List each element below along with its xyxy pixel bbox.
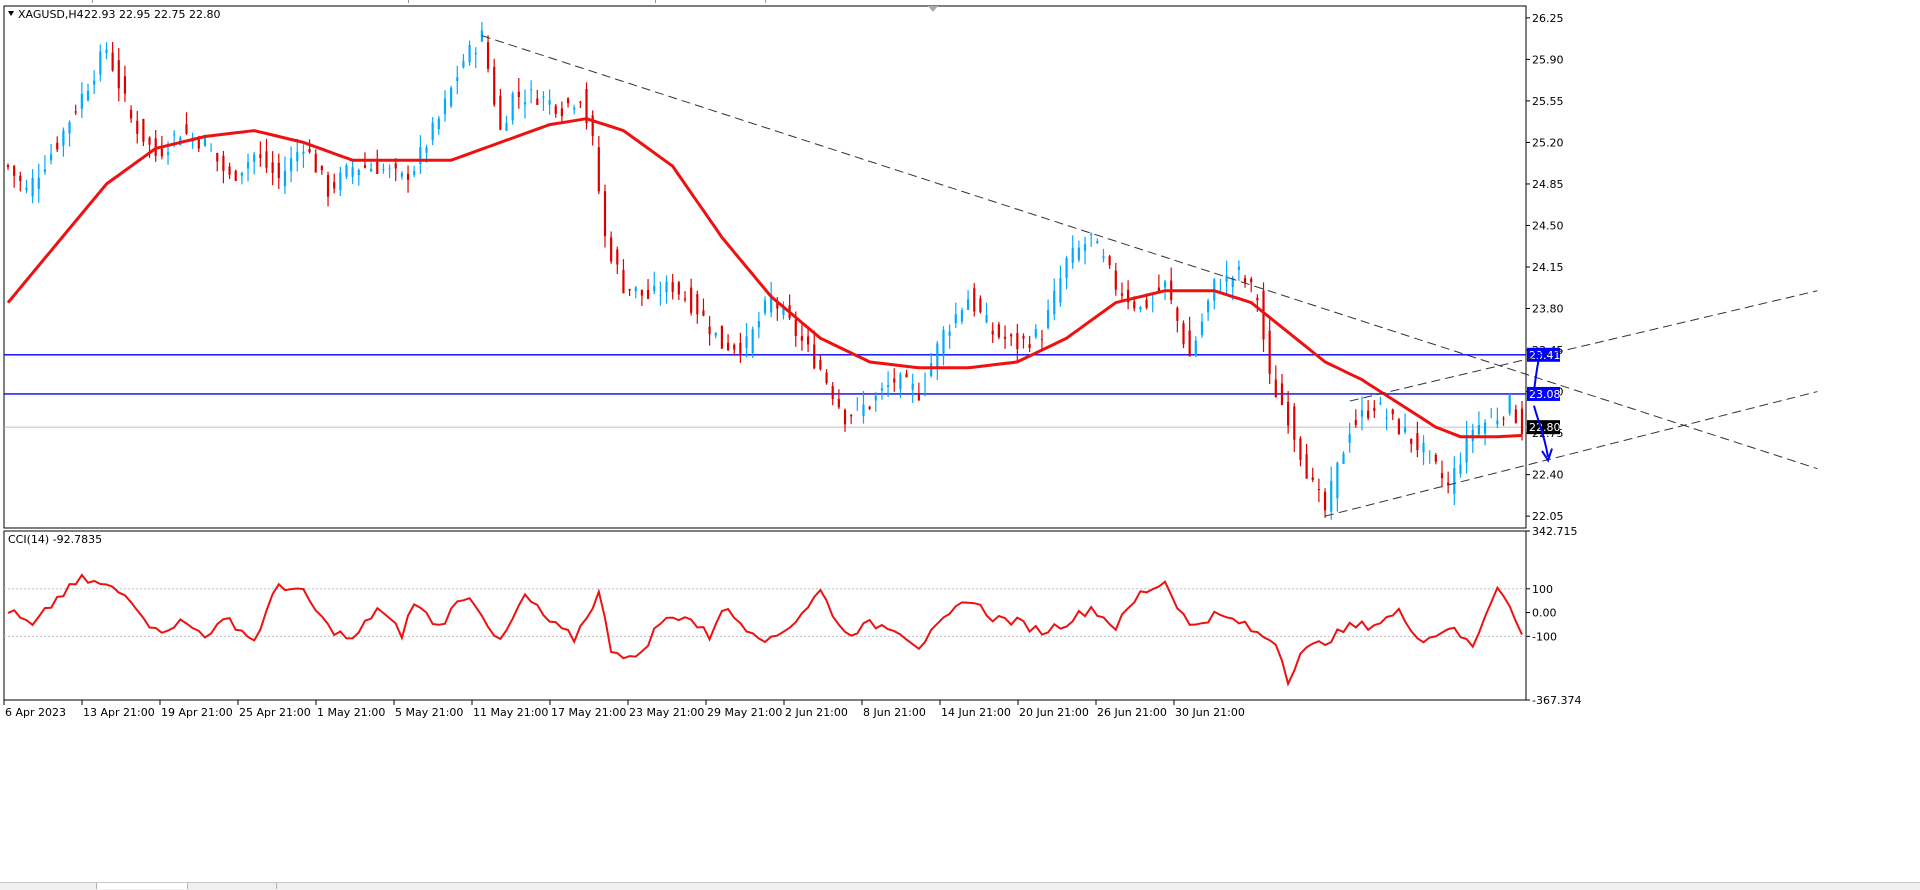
- up-arrow-head-icon: [1533, 347, 1546, 357]
- time-axis-label: 8 Jun 21:00: [863, 706, 926, 719]
- chart-shift-marker-icon[interactable]: [928, 6, 938, 12]
- price-axis-label: 23.80: [1532, 303, 1564, 316]
- cci-line: [7, 573, 1523, 687]
- time-axis-label: 11 May 21:00: [473, 706, 548, 719]
- toolbar-separator: [765, 0, 766, 3]
- chart-tab[interactable]: [186, 883, 277, 889]
- up-arrow-icon: [1533, 353, 1541, 392]
- price-axis-label: 25.20: [1532, 136, 1564, 149]
- price-axis-label: 22.40: [1532, 469, 1564, 482]
- symbol-menu-triangle-icon[interactable]: [8, 11, 14, 16]
- time-axis-label: 13 Apr 21:00: [83, 706, 155, 719]
- time-axis-label: 14 Jun 21:00: [941, 706, 1011, 719]
- descending-trendline[interactable]: [481, 35, 1818, 470]
- time-axis-label: 20 Jun 21:00: [1019, 706, 1089, 719]
- price-axis-label: 25.90: [1532, 53, 1564, 66]
- price-label-box: [1527, 420, 1560, 435]
- main-chart-frame: [3, 5, 1527, 529]
- channel-upper-trendline[interactable]: [1349, 290, 1818, 402]
- cci-axis-label: -367.374: [1532, 694, 1581, 707]
- time-axis-label: 6 Apr 2023: [5, 706, 66, 719]
- time-axis-label: 19 Apr 21:00: [161, 706, 233, 719]
- price-axis-label: 26.25: [1532, 12, 1564, 25]
- time-axis-label: 25 Apr 21:00: [239, 706, 311, 719]
- cci-header-label: CCI(14) -92.7835: [8, 533, 102, 546]
- chart-tab-active[interactable]: [96, 883, 188, 889]
- time-axis-label: 23 May 21:00: [629, 706, 704, 719]
- price-axis-label: 24.85: [1532, 178, 1564, 191]
- time-axis-label: 26 Jun 21:00: [1097, 706, 1167, 719]
- moving-average-line: [6, 117, 1523, 439]
- price-axis-label: 24.15: [1532, 261, 1564, 274]
- toolbar-separator: [655, 0, 656, 3]
- channel-lower-trendline[interactable]: [1324, 391, 1818, 517]
- symbol-timeframe-label: XAGUSD,H4: [18, 8, 84, 21]
- time-axis-label: 2 Jun 21:00: [785, 706, 848, 719]
- price-label-text: 23.08: [1529, 388, 1561, 401]
- down-arrow-icon: [1533, 405, 1549, 457]
- cci-axis-label: 342.715: [1532, 525, 1578, 538]
- cci-axis-label: -100: [1532, 630, 1557, 643]
- time-axis-label: 30 Jun 21:00: [1175, 706, 1245, 719]
- down-arrow-head-icon: [1541, 448, 1553, 463]
- price-label-text: 22.80: [1529, 421, 1561, 434]
- time-axis-label: 29 May 21:00: [707, 706, 782, 719]
- time-axis-label: 17 May 21:00: [551, 706, 626, 719]
- time-axis-label: 5 May 21:00: [395, 706, 463, 719]
- toolbar-separator: [408, 0, 409, 3]
- indicator-frame: [3, 530, 1527, 701]
- ohlc-readout: 22.93 22.95 22.75 22.80: [84, 8, 220, 21]
- time-axis-label: 1 May 21:00: [317, 706, 385, 719]
- price-axis-label: 25.55: [1532, 95, 1564, 108]
- price-label-box: [1527, 386, 1560, 401]
- chart-tab-bar: [0, 882, 1920, 890]
- cci-axis-label: 0.00: [1532, 607, 1557, 620]
- price-axis-label: 24.50: [1532, 219, 1564, 232]
- cci-axis-label: 100: [1532, 583, 1553, 596]
- price-axis-label: 22.05: [1532, 510, 1564, 523]
- toolbar-separator: [92, 0, 93, 3]
